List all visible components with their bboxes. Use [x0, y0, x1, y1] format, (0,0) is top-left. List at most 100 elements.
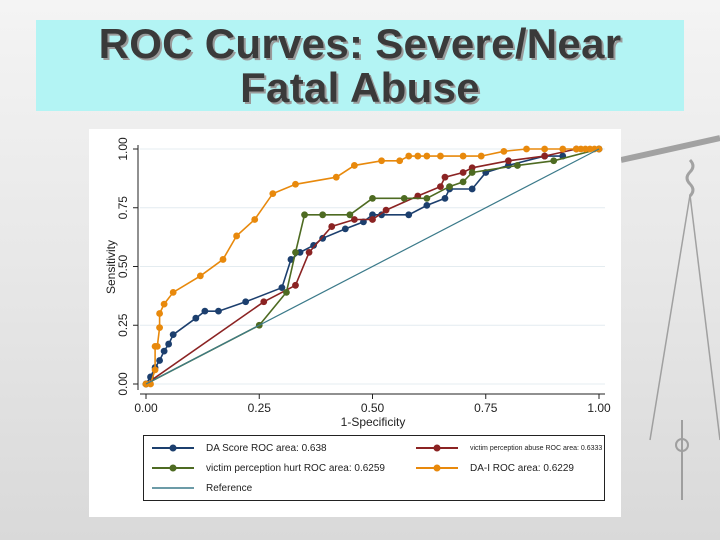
- y-tick-label: 0.25: [116, 313, 130, 337]
- y-tick-label: 0.00: [116, 372, 130, 396]
- legend-item-hurt: victim perception hurt ROC area: 0.6259: [150, 460, 385, 476]
- series-0-point: [160, 347, 168, 355]
- series-1-point: [382, 206, 390, 214]
- x-tick-label: 0.50: [361, 401, 385, 415]
- legend-label-da-score: DA Score ROC area: 0.638: [206, 442, 327, 454]
- series-3-point: [332, 173, 340, 181]
- series-1-point: [369, 216, 376, 223]
- legend-label-dai: DA-I ROC area: 0.6229: [470, 462, 574, 474]
- legend-label-abuse: victim perception abuse ROC area: 0.6333: [470, 444, 603, 452]
- series-1-point: [260, 298, 268, 306]
- series-3-point: [437, 152, 444, 160]
- series-3-point: [405, 152, 413, 160]
- series-0-point: [441, 194, 449, 202]
- series-1-point: [441, 173, 449, 181]
- series-3-point: [153, 343, 161, 350]
- series-3-point: [156, 324, 163, 331]
- series-3-point: [292, 180, 299, 188]
- series-3-point: [350, 162, 358, 169]
- series-0-point: [169, 331, 177, 339]
- series-line-4: [145, 148, 600, 385]
- series-3-point: [459, 152, 467, 160]
- series-0-point: [215, 307, 222, 315]
- series-1-point: [292, 281, 299, 289]
- page-title-line-2: Fatal Abuse: [240, 64, 480, 111]
- series-0-point: [310, 241, 318, 249]
- legend-swatch-da-score: [152, 444, 194, 452]
- series-0-point: [468, 185, 476, 193]
- series-1-point: [468, 164, 476, 172]
- series-3-point: [396, 157, 404, 165]
- x-tick-label: 0.00: [134, 401, 158, 415]
- legend-swatch-hurt: [152, 464, 194, 472]
- series-3-point: [169, 288, 177, 296]
- series-2-point: [346, 211, 354, 219]
- legend-item-dai: DA-I ROC area: 0.6229: [414, 460, 574, 476]
- series-0-point: [341, 225, 349, 233]
- series-line-2: [145, 148, 600, 385]
- series-0-point: [165, 340, 173, 348]
- series-1-point: [505, 157, 512, 165]
- roc-chart: 0.00 0.00 0.25 0.25 0.50 0.50 0.75 0.75 1.00 1.00…: [89, 129, 621, 517]
- series-3-point: [500, 147, 508, 155]
- series-2-point: [369, 194, 376, 202]
- series-3-point: [541, 145, 549, 153]
- series-3-point: [523, 145, 530, 153]
- series-1-point: [328, 223, 336, 230]
- series-3-point: [269, 190, 277, 198]
- series-2-point: [468, 169, 476, 176]
- y-axis-label: Sensitivity: [104, 240, 118, 294]
- series-0-point: [423, 202, 431, 209]
- legend-label-reference: Reference: [206, 482, 253, 494]
- series-2-point: [319, 211, 327, 219]
- series-0-point: [369, 211, 376, 219]
- legend-label-hurt: victim perception hurt ROC area: 0.6259: [206, 462, 385, 474]
- series-2-point: [283, 288, 290, 296]
- series-0-point: [378, 211, 385, 219]
- page-title-line-1: ROC Curves: Severe/Near: [98, 20, 622, 67]
- series-0-point: [278, 284, 286, 292]
- series-1-point: [541, 152, 549, 160]
- title-banner: ROC Curves: Severe/Near Fatal Abuse: [36, 20, 684, 111]
- legend-item-da-score: DA Score ROC area: 0.638: [150, 440, 327, 456]
- series-3-point: [477, 152, 485, 160]
- series-2-point: [400, 194, 408, 202]
- series-2-point: [550, 157, 558, 165]
- legend-swatch-dai: [416, 464, 458, 472]
- series-3-point: [414, 152, 422, 160]
- series-0-point: [156, 357, 163, 364]
- series-3-point: [156, 310, 163, 317]
- series-0-point: [242, 298, 250, 306]
- y-tick-label: 0.50: [116, 254, 130, 278]
- series-2-point: [446, 183, 453, 190]
- series-3-point: [251, 216, 259, 223]
- legend-swatch-abuse: [416, 444, 458, 452]
- series-1-point: [437, 183, 444, 190]
- y-tick-label: 0.75: [116, 196, 130, 220]
- series-0-point: [287, 256, 295, 263]
- x-tick-label: 1.00: [587, 401, 611, 415]
- series-2-point: [292, 249, 299, 256]
- series-2-point: [514, 162, 521, 169]
- x-tick-label: 0.25: [248, 401, 272, 415]
- series-3-point: [196, 272, 204, 280]
- series-3-point: [160, 300, 168, 308]
- x-axis-label: 1-Specificity: [341, 415, 406, 429]
- chart-legend: DA Score ROC area: 0.638 victim percepti…: [143, 435, 605, 501]
- series-1-point: [459, 169, 467, 176]
- series-1-point: [305, 249, 313, 256]
- series-3-point: [559, 145, 567, 153]
- legend-item-abuse: victim perception abuse ROC area: 0.6333: [414, 440, 602, 456]
- x-tick-label: 0.75: [474, 401, 498, 415]
- series-3-point: [151, 366, 159, 374]
- series-3-point: [233, 232, 241, 240]
- legend-item-reference: Reference: [150, 480, 252, 496]
- series-1-point: [350, 216, 358, 223]
- series-3-point: [423, 152, 431, 160]
- y-tick-label: 1.00: [116, 137, 130, 161]
- series-3-point: [378, 157, 385, 165]
- series-0-point: [201, 307, 209, 315]
- series-2-point: [459, 178, 467, 186]
- series-0-point: [405, 211, 413, 219]
